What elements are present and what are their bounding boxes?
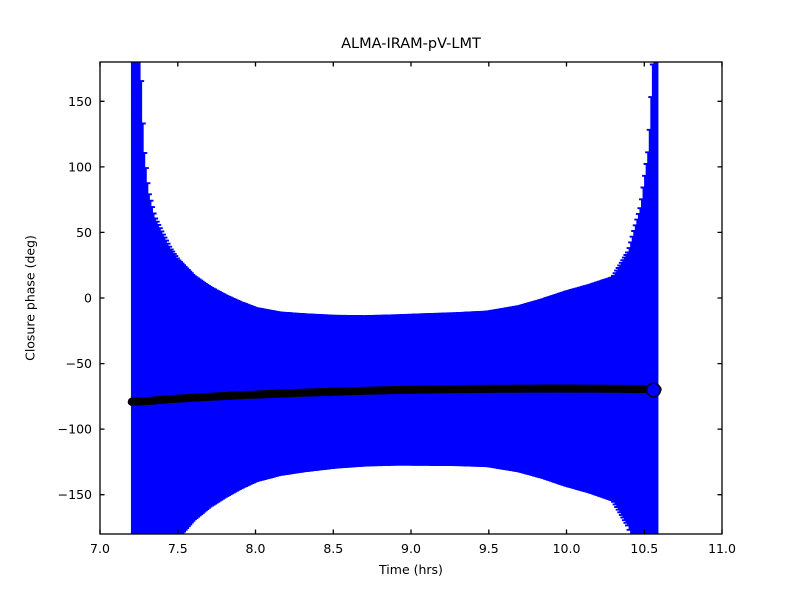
x-tick-label: 9.0 [401,541,421,556]
y-tick-label: 50 [76,225,92,240]
y-tick-label: −100 [58,422,92,437]
y-tick-label: 150 [68,94,92,109]
data-area [127,62,662,534]
y-tick-label: −50 [66,356,92,371]
x-tick-label: 8.0 [246,541,266,556]
x-tick-label: 7.5 [168,541,188,556]
end-marker [645,382,662,398]
y-tick-label: −150 [58,487,92,502]
x-tick-label: 10.5 [630,541,658,556]
x-tick-label: 11.0 [708,541,736,556]
x-axis-label: Time (hrs) [379,562,443,577]
x-tick-label: 9.5 [479,541,499,556]
x-tick-label: 8.5 [323,541,343,556]
y-axis-label: Closure phase (deg) [22,235,38,361]
y-tick-label: 0 [84,291,92,306]
chart-title: ALMA-IRAM-pV-LMT [341,36,481,52]
x-tick-label: 7.0 [90,541,110,556]
y-tick-label: 100 [68,159,92,174]
x-tick-label: 10.0 [553,541,581,556]
axis-ticks [99,62,723,534]
